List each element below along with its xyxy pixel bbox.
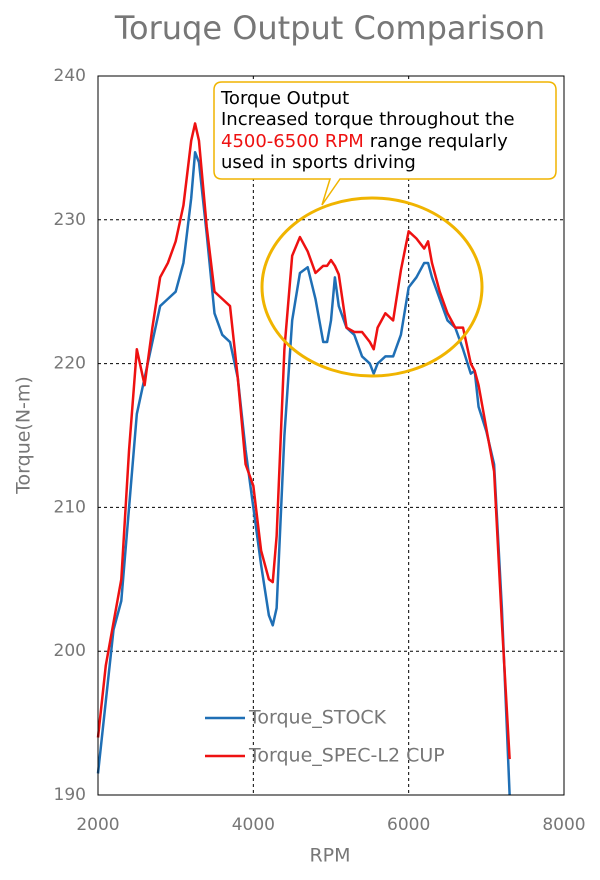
lines [96, 122, 511, 796]
annotation: Torque Output Increased torque throughou… [213, 81, 557, 378]
y-tick-label: 200 [54, 641, 86, 661]
annotation-title: Torque Output [220, 88, 349, 109]
annotation-highlight: 4500-6500 RPM [221, 131, 364, 152]
x-axis-label: RPM [309, 845, 350, 867]
y-tick-label: 240 [54, 66, 86, 86]
legend-label: Torque_STOCK [248, 707, 387, 729]
plot-border [97, 75, 565, 796]
annotation-text: Increased torque throughout the [221, 109, 515, 130]
annotation-text: 4500-6500 RPM range reqularly [221, 131, 508, 152]
x-tick-label: 6000 [387, 815, 430, 835]
annotation-text: range reqularly [370, 131, 508, 152]
x-tick-label: 2000 [76, 815, 119, 835]
y-tick-label: 220 [54, 354, 86, 374]
series-line [96, 150, 511, 796]
series-line [96, 122, 511, 760]
y-tick-label: 190 [54, 785, 86, 805]
chart-title: Toruqe Output Comparison [114, 9, 545, 47]
y-axis-label: Torque(N-m) [13, 376, 35, 495]
legend: Torque_STOCK Torque_SPEC-L2 CUP [205, 707, 445, 767]
annotation-text: used in sports driving [221, 152, 416, 173]
highlight-ellipse [260, 196, 484, 378]
y-tick-label: 230 [54, 210, 86, 230]
legend-label: Torque_SPEC-L2 CUP [248, 745, 445, 767]
x-tick-label: 8000 [542, 815, 585, 835]
x-tick-label: 4000 [232, 815, 275, 835]
y-tick-label: 210 [54, 497, 86, 517]
callout-box [213, 81, 557, 206]
